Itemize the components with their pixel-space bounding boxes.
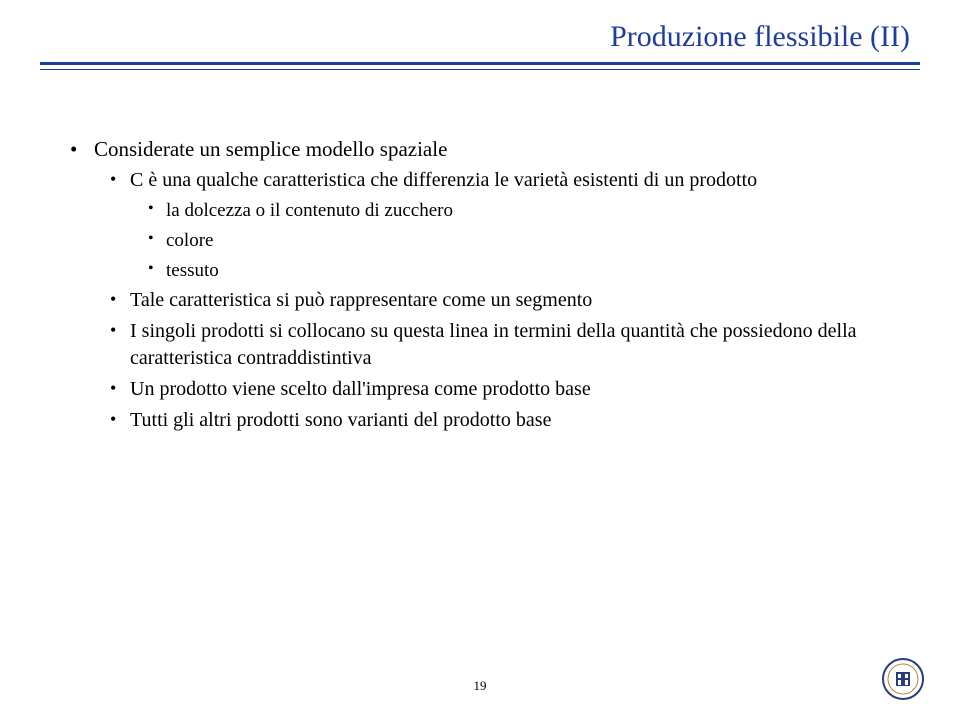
- page-number: 19: [0, 678, 960, 694]
- title-rule-thin: [40, 69, 920, 70]
- slide: Produzione flessibile (II) Considerate u…: [0, 0, 960, 716]
- bullet-item: C è una qualche caratteristica che diffe…: [70, 167, 900, 194]
- institution-logo-icon: [882, 658, 924, 700]
- slide-title: Produzione flessibile (II): [610, 20, 910, 54]
- bullet-item: I singoli prodotti si collocano su quest…: [70, 318, 900, 372]
- bullet-item: Tale caratteristica si può rappresentare…: [70, 287, 900, 314]
- bullet-item: colore: [70, 228, 900, 254]
- bullet-list: Considerate un semplice modello spaziale…: [70, 135, 900, 434]
- bullet-item: Un prodotto viene scelto dall'impresa co…: [70, 376, 900, 403]
- bullet-item: Tutti gli altri prodotti sono varianti d…: [70, 407, 900, 434]
- bullet-item: la dolcezza o il contenuto di zucchero: [70, 198, 900, 224]
- bullet-item: Considerate un semplice modello spaziale: [70, 135, 900, 163]
- content-area: Considerate un semplice modello spaziale…: [70, 135, 900, 438]
- bullet-item: tessuto: [70, 258, 900, 284]
- title-rule-thick: [40, 62, 920, 65]
